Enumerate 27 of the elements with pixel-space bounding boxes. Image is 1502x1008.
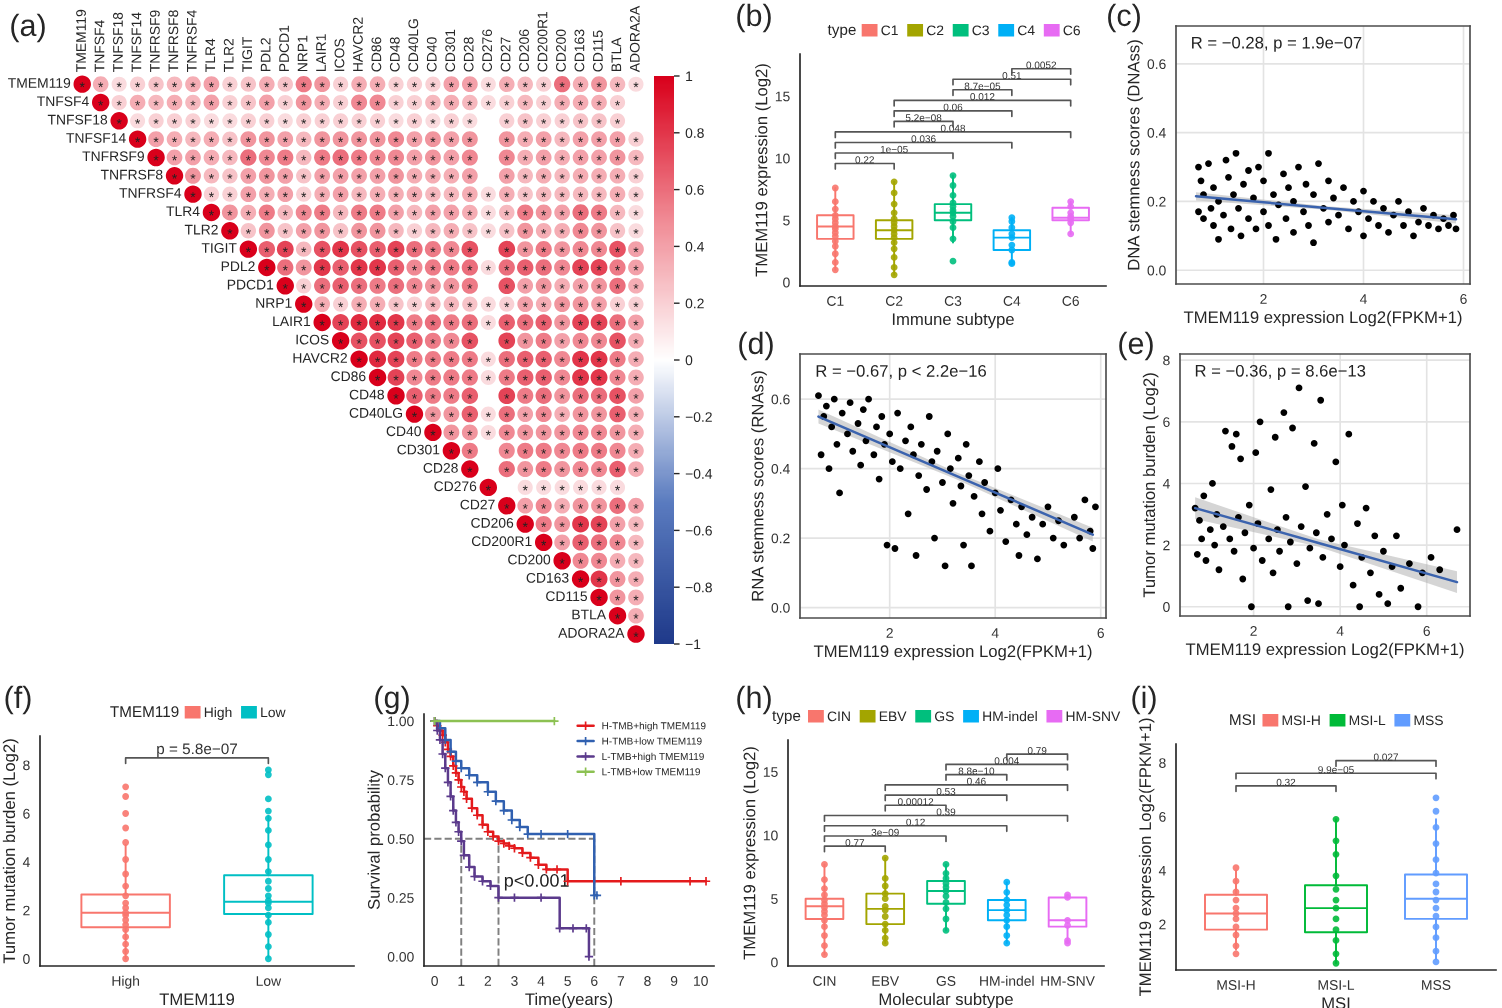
- chart-title: (g): [375, 685, 409, 715]
- x-axis-title: Time(years): [525, 992, 613, 1008]
- chart-title: (e): [1119, 331, 1153, 361]
- y-axis-title: TMEM119 expression Log2(FPKM+1): [1138, 718, 1155, 997]
- chart-title: (a): [11, 13, 45, 43]
- y-axis-title: Tumor mutation burden (Log2): [2, 739, 19, 964]
- y-axis-title: Survival probability: [367, 770, 384, 910]
- x-axis-title: TMEM119 expression Log2(FPKM+1): [1183, 310, 1462, 327]
- x-axis-title: TMEM119 expression Log2(FPKM+1): [1185, 642, 1464, 659]
- chart-title: (h): [737, 685, 771, 715]
- y-axis-title: TMEM119 expression (Log2): [743, 747, 759, 960]
- y-axis-title: TMEM119 expression (Log2): [755, 64, 771, 277]
- y-axis-title: RNA stemness scores (RNAss): [751, 371, 767, 601]
- x-axis-title: Molecular subtype: [879, 992, 1013, 1008]
- chart-title: (b): [737, 3, 771, 33]
- annotation: R = −0.28, p = 1.9e−07: [1192, 36, 1362, 52]
- annotation: p<0.001: [504, 874, 569, 891]
- chart-title: (c): [1108, 3, 1140, 33]
- annotation: R = −0.67, p < 2.2e−16: [816, 365, 986, 381]
- y-axis-title: Tumor mutation burden (Log2): [1142, 373, 1159, 598]
- annotation: R = −0.36, p = 8.6e−13: [1195, 364, 1366, 381]
- x-axis-title: TMEM119 expression Log2(FPKM+1): [813, 644, 1092, 661]
- y-axis-title: DNA stemness scores (DNAss): [1127, 40, 1143, 270]
- chart-title: (i): [1132, 685, 1156, 715]
- chart-title: (f): [5, 685, 31, 715]
- chart-title: (d): [739, 331, 773, 361]
- x-axis-title: Immune subtype: [892, 312, 1014, 329]
